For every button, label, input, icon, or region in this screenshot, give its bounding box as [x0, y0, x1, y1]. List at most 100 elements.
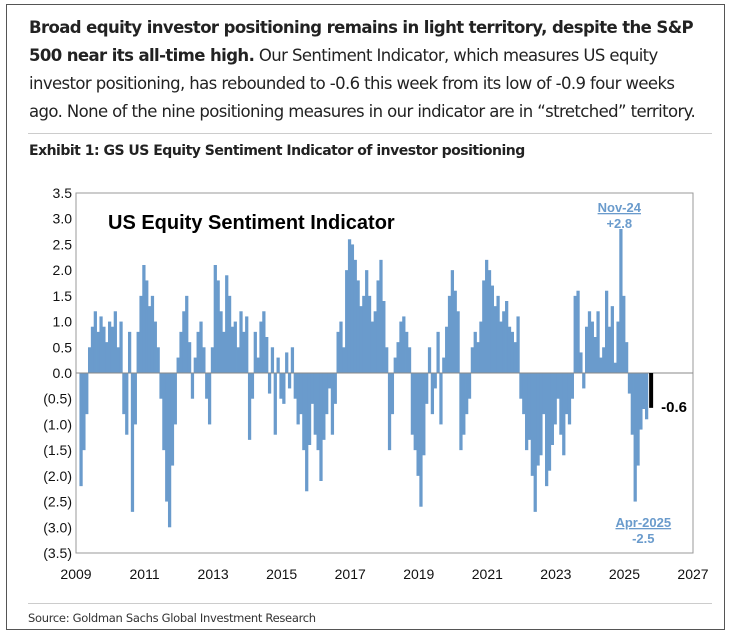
latest-label: -0.6	[661, 399, 687, 416]
bar	[207, 373, 212, 425]
bar	[242, 331, 246, 373]
latest-bar	[649, 373, 654, 408]
bar	[376, 280, 380, 373]
bar	[485, 259, 489, 373]
bar	[382, 301, 386, 373]
bar	[470, 347, 475, 373]
y-tick-label: (2.0)	[43, 468, 72, 484]
bar	[307, 373, 312, 445]
divider	[28, 603, 712, 604]
bar	[407, 347, 412, 373]
bar	[105, 342, 109, 373]
y-tick-label: 3.5	[53, 185, 73, 201]
bar	[322, 373, 326, 440]
bar	[345, 270, 349, 373]
bar	[305, 373, 309, 492]
bar	[119, 321, 123, 373]
bar	[627, 373, 632, 394]
bar	[527, 373, 532, 440]
bar	[167, 373, 172, 528]
bar	[482, 280, 486, 373]
bar	[202, 347, 206, 373]
bar	[327, 373, 332, 389]
bar	[145, 280, 149, 373]
y-tick-label: (3.5)	[43, 545, 72, 561]
bar	[99, 316, 103, 373]
bar	[490, 285, 495, 373]
bar	[622, 295, 626, 373]
bar	[393, 357, 397, 373]
bar	[430, 373, 435, 415]
bar	[405, 331, 409, 373]
annotation-value: -2.5	[632, 531, 654, 546]
bar	[516, 316, 520, 373]
bar	[336, 331, 340, 373]
bar	[313, 373, 317, 435]
x-tick-label: 2019	[403, 566, 434, 582]
bar	[385, 347, 389, 373]
bar	[604, 290, 609, 373]
bar	[116, 347, 120, 373]
chart-title: US Equity Sentiment Indicator	[108, 212, 395, 234]
bar	[290, 347, 295, 373]
bar	[165, 373, 169, 502]
intro-rest: Our Sentiment Indicator, which measures …	[29, 46, 696, 121]
bar	[185, 295, 189, 373]
bar	[556, 373, 560, 399]
bar	[359, 306, 363, 373]
bar	[347, 239, 352, 373]
bar	[325, 373, 329, 415]
bar	[373, 311, 377, 373]
bar	[330, 373, 335, 435]
bar	[573, 295, 577, 373]
bar	[379, 259, 383, 373]
x-tick-label: 2009	[60, 566, 91, 582]
bar	[133, 373, 137, 425]
y-tick-label: 1.0	[53, 314, 73, 330]
bar	[350, 244, 355, 373]
bar	[147, 306, 152, 373]
bar	[399, 321, 403, 373]
bar	[582, 373, 586, 389]
bar	[479, 321, 483, 373]
bar	[502, 311, 506, 373]
bar	[199, 321, 203, 373]
bar	[110, 326, 115, 373]
bar	[565, 373, 569, 415]
y-tick-label: 3.0	[53, 211, 73, 227]
bar	[442, 357, 446, 373]
bar	[619, 229, 623, 373]
bar	[410, 373, 415, 435]
bar	[82, 373, 86, 451]
bar	[579, 352, 583, 373]
frame	[6, 4, 725, 630]
bar	[90, 326, 95, 373]
bar	[362, 295, 366, 373]
bar	[519, 373, 523, 399]
bar	[616, 321, 620, 373]
x-tick-label: 2023	[540, 566, 571, 582]
bar	[525, 373, 529, 451]
x-tick-label: 2011	[130, 566, 160, 582]
bar	[576, 290, 580, 373]
bar	[293, 373, 297, 399]
bar	[536, 373, 540, 466]
bar	[187, 342, 192, 373]
x-tick-label: 2017	[335, 566, 366, 582]
bar	[127, 331, 132, 373]
y-tick-label: 1.5	[53, 288, 73, 304]
bar	[107, 321, 112, 373]
bar	[590, 321, 594, 373]
bar	[602, 347, 606, 373]
bar	[85, 373, 89, 415]
bar	[299, 373, 303, 415]
y-tick-label: (3.0)	[43, 519, 72, 535]
bar	[216, 280, 220, 373]
x-tick-label: 2025	[609, 566, 640, 582]
bar	[467, 373, 472, 399]
bar	[282, 373, 286, 404]
bar	[319, 373, 323, 481]
bar	[270, 347, 275, 373]
